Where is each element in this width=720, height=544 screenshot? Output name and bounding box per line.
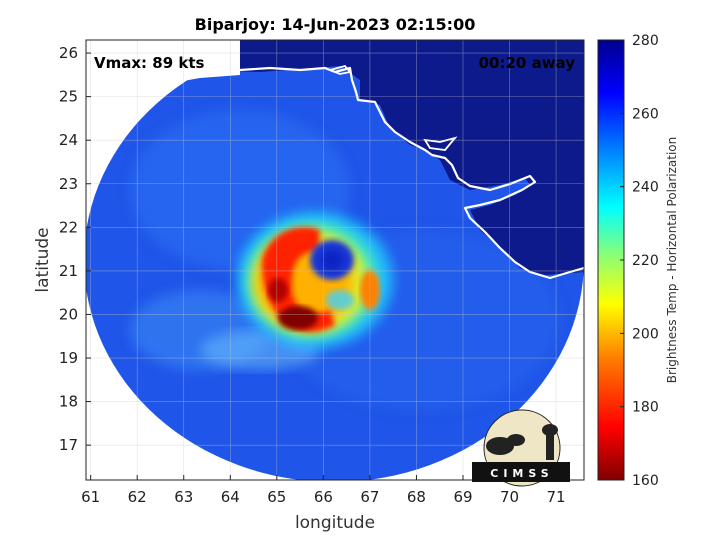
x-tick-label: 70: [500, 488, 519, 506]
y-tick-label: 20: [59, 305, 78, 323]
y-axis-label: latitude: [33, 227, 53, 292]
y-tick-label: 18: [59, 393, 78, 411]
time-away-annotation: 00:20 away: [479, 54, 576, 72]
x-tick-label: 69: [453, 488, 472, 506]
colorbar-tick-label: 220: [632, 253, 659, 269]
plot-frame: [85, 39, 585, 481]
colorbar-ticks: 160 180 200 220 240 260 280: [620, 33, 659, 489]
y-tick-label: 19: [59, 349, 78, 367]
x-axis-label: longitude: [295, 513, 375, 533]
y-tick-label: 23: [59, 175, 78, 193]
colorbar-tick-label: 240: [632, 180, 659, 196]
cyclone-eye: [310, 240, 354, 280]
x-tick-label: 65: [267, 488, 286, 506]
colorbar-tick-label: 200: [632, 326, 659, 342]
colorbar-tick-label: 180: [632, 400, 659, 416]
colorbar: [597, 39, 625, 481]
figure-title: Biparjoy: 14-Jun-2023 02:15:00: [195, 15, 476, 34]
colorbar-tick-label: 280: [632, 33, 659, 49]
y-tick-label: 26: [59, 44, 78, 62]
cimss-logo-text: CIMSS: [490, 467, 553, 480]
y-tick-label: 24: [59, 131, 78, 149]
x-tick-label: 63: [174, 488, 193, 506]
x-tick-label: 68: [407, 488, 426, 506]
colorbar-label: Brightness Temp - Horizontal Polarizatio…: [665, 137, 679, 384]
grid-lines: [86, 40, 584, 480]
x-tick-label: 71: [547, 488, 566, 506]
y-tick-label: 22: [59, 218, 78, 236]
land-mass: [86, 40, 584, 275]
coastline-inlet: [327, 64, 458, 151]
y-axis-ticks: 17 18 19 20 21 22 23 24 25 26: [59, 44, 91, 454]
coastline: [87, 66, 584, 280]
y-tick-label: 17: [59, 436, 78, 454]
y-tick-label: 21: [59, 262, 78, 280]
x-tick-label: 67: [360, 488, 379, 506]
y-tick-label: 25: [59, 88, 78, 106]
x-axis-ticks: 61 62 63 64 65 66 67 68 69 70 71: [81, 475, 566, 506]
vmax-annotation: Vmax: 89 kts: [94, 54, 204, 72]
colorbar-tick-label: 260: [632, 106, 659, 122]
x-tick-label: 61: [81, 488, 100, 506]
cimss-logo: CIMSS: [472, 409, 570, 487]
x-tick-label: 66: [314, 488, 333, 506]
x-tick-label: 64: [221, 488, 240, 506]
x-tick-label: 62: [128, 488, 147, 506]
colorbar-tick-label: 160: [632, 473, 659, 489]
cyclone-biparjoy: [237, 212, 393, 348]
